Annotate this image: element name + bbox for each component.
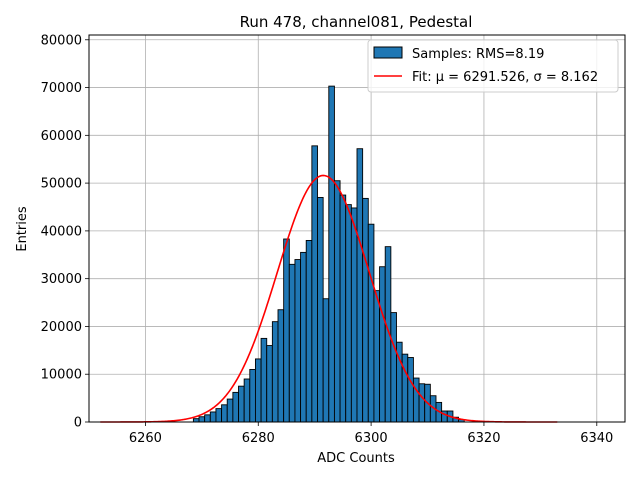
histogram-bar [356, 148, 364, 423]
y-tick-label: 60000 [41, 129, 82, 144]
histogram-bar [226, 398, 234, 423]
histogram-bar [221, 404, 228, 423]
histogram-bar [243, 378, 251, 423]
legend-bar-swatch [373, 46, 403, 59]
chart-title: Run 478, channel081, Pedestal [240, 13, 473, 31]
x-tick-label: 6280 [242, 431, 275, 446]
histogram-bar [254, 358, 262, 423]
histogram-bar [379, 266, 386, 423]
x-axis-ticks: 6260 6280 6300 6320 6340 [129, 422, 613, 446]
y-tick-label: 0 [74, 416, 82, 431]
histogram-bar [407, 357, 414, 423]
histogram-bar [288, 263, 296, 423]
y-tick-label: 30000 [41, 272, 82, 287]
histogram-bar [249, 368, 256, 423]
y-tick-label: 70000 [41, 81, 82, 96]
y-axis-label: Entries [15, 206, 30, 252]
histogram-bar [283, 238, 290, 423]
histogram-bar [333, 180, 341, 423]
y-tick-label: 20000 [41, 320, 82, 335]
y-tick-label: 50000 [41, 177, 82, 192]
y-tick-label: 40000 [41, 224, 82, 239]
histogram-bar [418, 383, 426, 423]
histogram-bar [322, 298, 330, 423]
histogram-bar [311, 145, 318, 423]
histogram-bar [277, 309, 285, 423]
histogram-bar [192, 418, 200, 423]
histogram-bar [232, 391, 239, 423]
y-tick-label: 80000 [41, 33, 82, 48]
histogram-bar [198, 416, 206, 423]
histogram-bar [401, 353, 409, 423]
histogram-bar [362, 197, 369, 423]
y-tick-label: 10000 [41, 368, 82, 383]
histogram-bar [390, 312, 397, 423]
plot-frame [88, 34, 626, 423]
histogram-bar [305, 239, 313, 423]
histogram-bar [345, 204, 352, 423]
fit-curve [100, 174, 558, 423]
histogram-bar [294, 259, 302, 423]
histogram-bar [266, 345, 273, 423]
x-tick-label: 6260 [129, 431, 162, 446]
histogram-bar [209, 411, 217, 423]
histogram-bar [412, 377, 420, 423]
legend-fit-label: Fit: μ = 6291.526, σ = 8.162 [412, 70, 598, 85]
legend-frame [367, 39, 619, 93]
histogram-bar [204, 414, 211, 423]
legend: Samples: RMS=8.19 Fit: μ = 6291.526, σ =… [367, 39, 619, 93]
histogram-bar [339, 194, 347, 423]
y-axis-ticks: 0 10000 20000 30000 40000 50000 60000 70000 8000… [41, 33, 89, 431]
histogram-bar [350, 207, 358, 423]
histogram-bar [238, 385, 245, 423]
histogram-bar [328, 85, 335, 423]
x-tick-label: 6340 [580, 431, 613, 446]
histogram-bar [260, 337, 268, 423]
histogram-bar [215, 408, 223, 423]
x-axis-label: ADC Counts [317, 451, 395, 466]
legend-histogram-label: Samples: RMS=8.19 [412, 47, 544, 62]
histogram-bar [300, 251, 307, 423]
histogram-bar [367, 223, 375, 423]
histogram-bar [271, 321, 279, 423]
histogram-bar [317, 196, 324, 423]
x-tick-label: 6300 [355, 431, 388, 446]
x-tick-label: 6320 [467, 431, 500, 446]
histogram-bar [373, 290, 381, 423]
